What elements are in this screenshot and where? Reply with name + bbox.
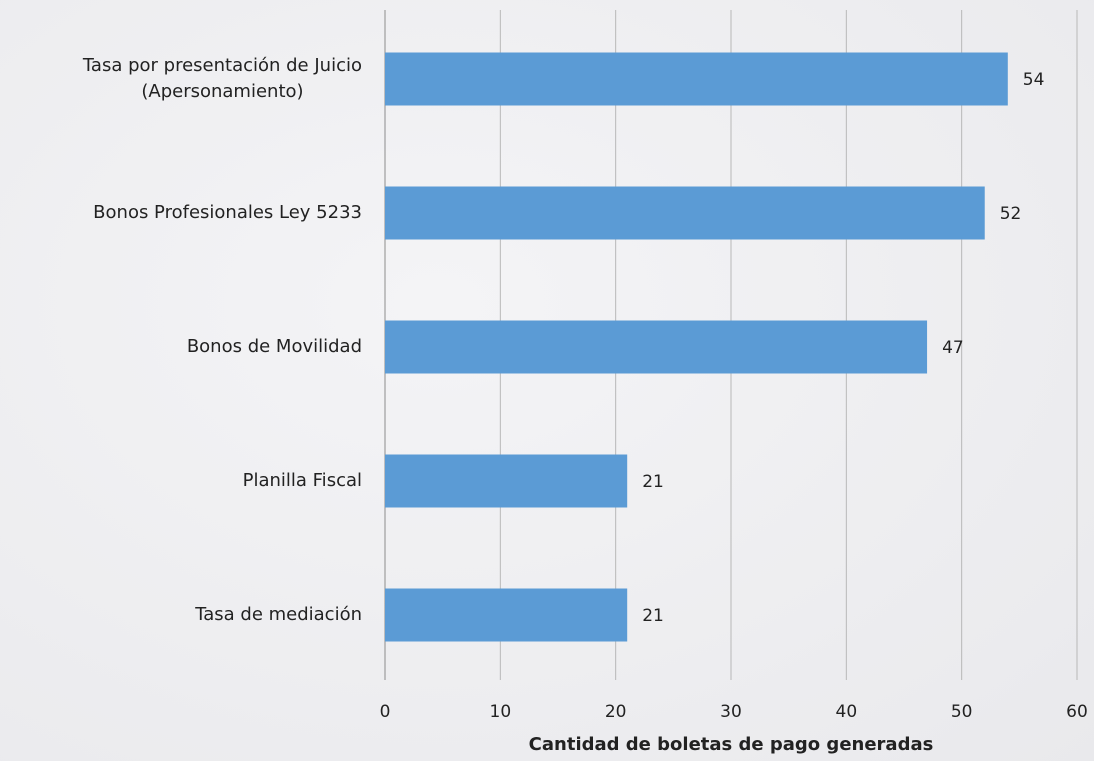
x-tick-label: 30 [720, 702, 742, 722]
data-label: 54 [1023, 70, 1045, 90]
category-label: Bonos Profesionales Ley 5233 [93, 202, 362, 223]
category-label: Planilla Fiscal [242, 470, 362, 491]
bar [385, 320, 928, 374]
bar [385, 52, 1008, 106]
x-tick-label: 0 [380, 702, 391, 722]
bar [385, 588, 628, 642]
bar [385, 454, 628, 508]
data-label: 52 [1000, 204, 1022, 224]
bar [385, 186, 985, 240]
category-label: Bonos de Movilidad [186, 336, 362, 357]
x-axis-title: Cantidad de boletas de pago generadas [529, 734, 934, 755]
x-tick-label: 20 [605, 702, 627, 722]
x-tick-label: 50 [951, 702, 973, 722]
x-tick-label: 40 [836, 702, 858, 722]
data-label: 47 [942, 338, 964, 358]
category-label: Tasa de mediación [195, 604, 362, 625]
data-label: 21 [642, 472, 664, 492]
category-label: Tasa por presentación de Juicio (Aperson… [82, 55, 362, 102]
x-tick-label: 10 [490, 702, 512, 722]
x-tick-label: 60 [1066, 702, 1088, 722]
data-label: 21 [642, 606, 664, 626]
